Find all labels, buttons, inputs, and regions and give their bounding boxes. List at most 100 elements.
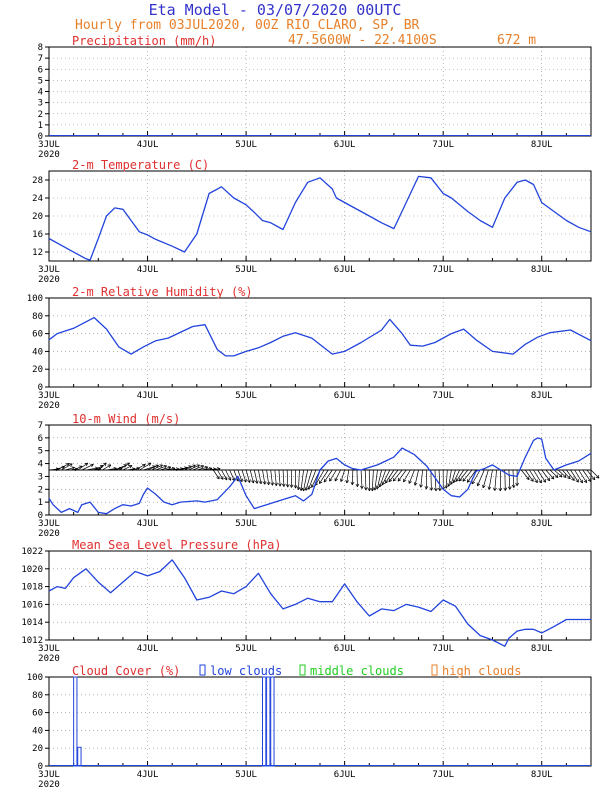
cloud-cover-x-tick-label: 6JUL <box>334 770 356 780</box>
cloud-cover-y-tick-label: 20 <box>32 744 43 754</box>
10-m-wind-m-s-x-tick-label: 8JUL <box>531 519 553 529</box>
wind-arrow-head <box>385 481 389 484</box>
wind-arrow-head <box>108 464 112 468</box>
station-coordinates: 47.5600W - 22.4100S <box>288 33 437 48</box>
high-clouds-legend-label: high clouds <box>442 664 521 678</box>
wind-arrow-head <box>323 480 328 483</box>
wind-arrow-head <box>503 487 506 491</box>
wind-arrow <box>393 469 403 482</box>
wind-arrow <box>381 469 391 486</box>
wind-arrow-head <box>352 481 355 485</box>
wind-arrow <box>590 469 600 479</box>
wind-arrow-head <box>131 467 136 470</box>
mean-sea-level-pressure-hpa-title: Mean Sea Level Pressure (hPa) <box>72 538 282 552</box>
wind-arrow <box>340 469 345 482</box>
wind-arrow-head <box>289 484 292 488</box>
wind-arrow <box>403 469 411 483</box>
10-m-wind-m-s-x-tick-label: 6JUL <box>334 519 356 529</box>
wind-arrow <box>397 469 407 482</box>
wind-arrow <box>147 464 159 471</box>
wind-arrow-head <box>175 467 180 470</box>
wind-arrow-head <box>251 480 254 484</box>
wind-arrow-head <box>556 474 559 478</box>
wind-arrow-head <box>216 477 220 480</box>
cloud-cover-y-tick-label: 0 <box>38 762 43 772</box>
wind-arrow-head <box>103 462 107 465</box>
wind-arrow-head <box>91 464 94 468</box>
wind-arrow-head <box>296 486 299 490</box>
wind-arrow <box>364 469 367 491</box>
low-clouds-bar <box>262 676 267 767</box>
wind-arrow-head <box>369 487 372 492</box>
2-m-temperature-c-title: 2-m Temperature (C) <box>72 158 209 172</box>
10-m-wind-m-s-y-tick-label: 4 <box>38 460 43 470</box>
wind-arrow-head <box>542 480 546 483</box>
wind-arrow <box>253 469 258 484</box>
wind-arrow-head <box>272 482 275 486</box>
wind-arrow <box>73 465 83 471</box>
wind-arrow <box>574 469 583 484</box>
wind-arrow <box>225 469 231 481</box>
wind-arrow <box>578 469 587 483</box>
wind-arrow-head <box>471 482 475 485</box>
wind-arrow-head <box>208 466 213 469</box>
10-m-wind-m-s-y-tick-label: 2 <box>38 485 43 495</box>
wind-arrow-head <box>94 466 99 469</box>
wind-arrow-head <box>70 463 73 467</box>
wind-arrow <box>545 469 555 480</box>
wind-arrow <box>488 469 493 490</box>
wind-arrow <box>346 469 350 484</box>
2-m-temperature-c-line <box>48 175 592 261</box>
low-clouds-legend-label: low clouds <box>210 664 282 678</box>
wind-arrow-head <box>270 482 273 486</box>
wind-arrow <box>308 469 317 490</box>
wind-arrow-head <box>420 484 423 488</box>
precipitation-mm-h-x-tick-label: 3JUL <box>38 140 60 150</box>
wind-arrow-head <box>367 487 370 492</box>
wind-arrow-head <box>397 479 402 482</box>
wind-arrow <box>184 464 196 471</box>
middle-clouds-legend-label: middle clouds <box>310 664 404 678</box>
wind-arrow-head <box>482 484 484 488</box>
low-clouds-bar <box>270 676 275 767</box>
2-m-relative-humidity-x-tick-label: 7JUL <box>432 391 454 401</box>
wind-arrow <box>286 469 289 488</box>
wind-arrow-head <box>575 480 579 483</box>
10-m-wind-m-s-y-tick-label: 7 <box>38 421 43 431</box>
wind-arrow-head <box>482 485 486 489</box>
wind-arrow <box>408 469 415 484</box>
wind-arrow-head <box>262 481 266 485</box>
wind-arrow-head <box>104 462 107 467</box>
wind-arrow-head <box>340 479 344 482</box>
wind-arrow-head <box>583 480 587 484</box>
mean-sea-level-pressure-hpa-x-tick-label: 7JUL <box>432 644 454 654</box>
wind-arrow-head <box>86 462 89 467</box>
cloud-cover-x-tick-label: 7JUL <box>432 770 454 780</box>
wind-arrow-head <box>62 466 65 470</box>
wind-arrow-head <box>71 466 75 468</box>
wind-arrow-head <box>462 479 467 482</box>
wind-arrow <box>504 469 506 491</box>
wind-arrow <box>448 469 452 487</box>
wind-arrow-head <box>329 479 333 482</box>
cloud-cover-x-year-label: 2020 <box>38 780 60 790</box>
wind-arrow <box>434 469 437 491</box>
2-m-relative-humidity-x-tick-label: 3JUL <box>38 391 60 401</box>
wind-arrow-head <box>450 481 454 485</box>
wind-arrow <box>586 469 596 481</box>
2-m-relative-humidity-x-tick-label: 8JUL <box>531 391 553 401</box>
2-m-temperature-c-y-tick-label: 24 <box>32 194 43 204</box>
wind-arrow-head <box>220 477 224 480</box>
wind-arrow-head <box>437 487 441 491</box>
wind-arrow <box>458 469 469 482</box>
precipitation-mm-h-y-tick-label: 0 <box>38 132 43 142</box>
wind-arrow <box>529 469 538 483</box>
10-m-wind-m-s-y-tick-label: 6 <box>38 434 43 444</box>
wind-arrow <box>351 469 354 485</box>
2-m-relative-humidity-title: 2-m Relative Humidity (%) <box>72 285 253 299</box>
wind-arrow-head <box>458 477 461 482</box>
wind-arrow <box>512 469 515 488</box>
wind-arrow-head <box>260 480 263 485</box>
wind-arrow <box>61 463 73 471</box>
